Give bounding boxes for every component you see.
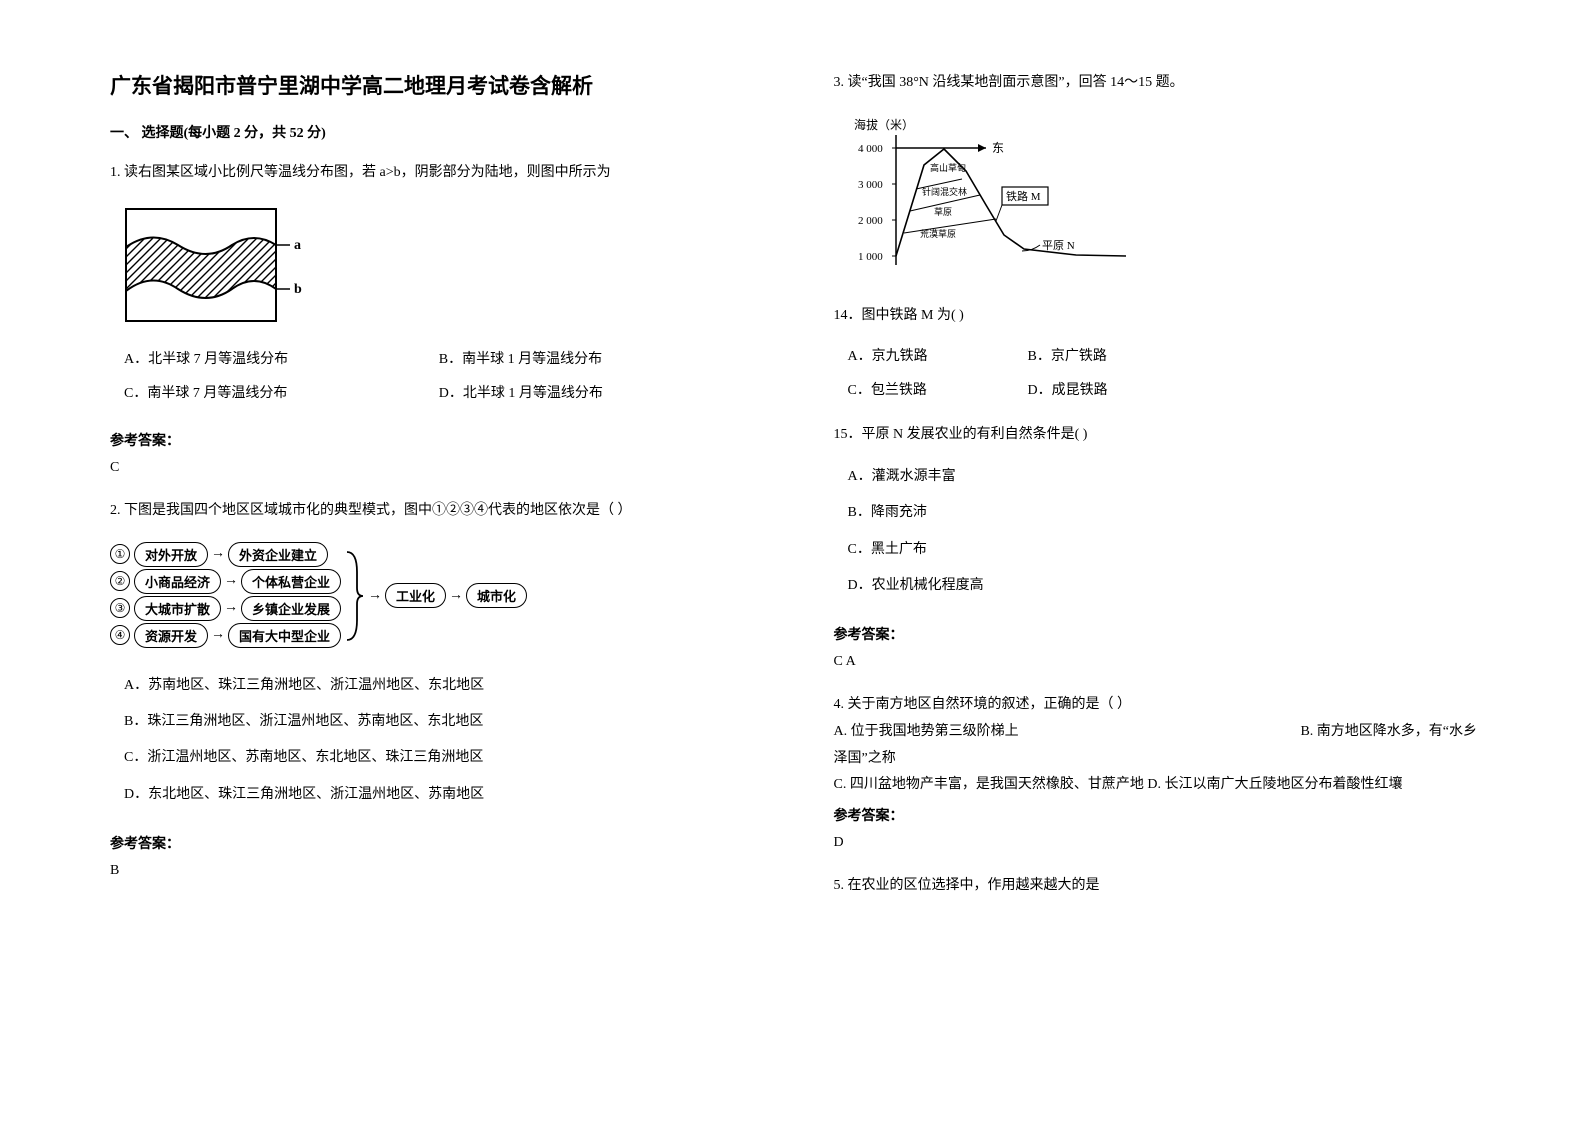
- flow-end: 城市化: [466, 583, 527, 608]
- flow-num-4: ④: [110, 625, 130, 645]
- q4-opt-a: A. 位于我国地势第三级阶梯上: [834, 719, 1019, 746]
- svg-text:平原 N: 平原 N: [1042, 240, 1075, 252]
- svg-text:东: 东: [992, 141, 1004, 155]
- q14-opt-d: D．成昆铁路: [1028, 374, 1208, 408]
- q1-opt-d: D．北半球 1 月等温线分布: [439, 377, 754, 411]
- q15-opt-b: B．降雨充沛: [848, 495, 1478, 531]
- q2-opt-b: B．珠江三角洲地区、浙江温州地区、苏南地区、东北地区: [124, 704, 754, 740]
- flow-1b: 外资企业建立: [228, 542, 328, 567]
- q1-stem: 1. 读右图某区域小比例尺等温线分布图，若 a>b，阴影部分为陆地，则图中所示为: [110, 160, 754, 185]
- svg-text:草原: 草原: [934, 206, 952, 217]
- svg-text:2 000: 2 000: [858, 215, 883, 227]
- arrow-icon: →: [449, 588, 463, 604]
- arrow-icon: →: [368, 588, 382, 604]
- flow-num-3: ③: [110, 598, 130, 618]
- arrow-icon: →: [211, 546, 225, 562]
- q14-opt-b: B．京广铁路: [1028, 340, 1208, 374]
- q14-options: A．京九铁路 B．京广铁路 C．包兰铁路 D．成昆铁路: [848, 340, 1208, 407]
- svg-text:a: a: [294, 238, 301, 253]
- q15-stem: 15．平原 N 发展农业的有利自然条件是( ): [834, 422, 1478, 447]
- q5-stem: 5. 在农业的区位选择中，作用越来越大的是: [834, 873, 1478, 898]
- q15-opt-d: D．农业机械化程度高: [848, 568, 1478, 604]
- q2-opt-c: C．浙江温州地区、苏南地区、东北地区、珠江三角洲地区: [124, 740, 754, 776]
- ylabel: 海拔（米）: [854, 117, 914, 132]
- svg-text:铁路 M: 铁路 M: [1006, 190, 1041, 203]
- svg-text:高山草甸: 高山草甸: [930, 162, 966, 173]
- q2-stem: 2. 下图是我国四个地区区域城市化的典型模式，图中①②③④代表的地区依次是（ ）: [110, 498, 754, 523]
- q15-ans-label: 参考答案：: [834, 624, 1478, 644]
- flow-3a: 大城市扩散: [134, 596, 221, 621]
- q14-opt-a: A．京九铁路: [848, 340, 1028, 374]
- flow-4b: 国有大中型企业: [228, 623, 341, 648]
- q15-options: A．灌溉水源丰富 B．降雨充沛 C．黑土广布 D．农业机械化程度高: [848, 459, 1478, 605]
- arrow-icon: →: [224, 600, 238, 616]
- q1-ans: C: [110, 460, 754, 476]
- flow-num-1: ①: [110, 544, 130, 564]
- q4-opt-d: D. 长江以南广大丘陵地区分布着酸性红壤: [1147, 777, 1402, 792]
- q1-figure: a b: [122, 205, 754, 325]
- flow-3b: 乡镇企业发展: [241, 596, 341, 621]
- arrow-icon: →: [224, 573, 238, 589]
- q4-ans-label: 参考答案：: [834, 805, 1478, 825]
- q2-opt-a: A．苏南地区、珠江三角洲地区、浙江温州地区、东北地区: [124, 668, 754, 704]
- svg-text:b: b: [294, 282, 302, 297]
- q4-ans: D: [834, 835, 1478, 851]
- section-heading: 一、 选择题(每小题 2 分，共 52 分): [110, 122, 754, 142]
- flow-1a: 对外开放: [134, 542, 208, 567]
- bracket-icon: [345, 548, 365, 644]
- svg-text:4 000: 4 000: [858, 143, 883, 155]
- q2-ans: B: [110, 863, 754, 879]
- q1-options: A．北半球 7 月等温线分布 B．南半球 1 月等温线分布 C．南半球 7 月等…: [124, 343, 754, 410]
- svg-text:3 000: 3 000: [858, 179, 883, 191]
- q4-block: 4. 关于南方地区自然环境的叙述，正确的是（ ） A. 位于我国地势第三级阶梯上…: [834, 692, 1478, 798]
- q4-opt-c: C. 四川盆地物产丰富，是我国天然橡胶、甘蔗产地: [834, 777, 1144, 792]
- q1-opt-c: C．南半球 7 月等温线分布: [124, 377, 439, 411]
- q1-ans-label: 参考答案：: [110, 430, 754, 450]
- svg-text:荒漠草原: 荒漠草原: [920, 228, 956, 239]
- q2-figure: ① 对外开放 → 外资企业建立 ② 小商品经济 → 个体私营企业 ③ 大城市扩散…: [110, 542, 754, 650]
- svg-text:1 000: 1 000: [858, 251, 883, 263]
- q15-ans: C A: [834, 654, 1478, 670]
- q2-opt-d: D．东北地区、珠江三角洲地区、浙江温州地区、苏南地区: [124, 777, 754, 813]
- q14-stem: 14．图中铁路 M 为( ): [834, 303, 1478, 328]
- flow-4a: 资源开发: [134, 623, 208, 648]
- page-title: 广东省揭阳市普宁里湖中学高二地理月考试卷含解析: [110, 70, 754, 100]
- q4-stem: 4. 关于南方地区自然环境的叙述，正确的是（ ）: [834, 692, 1478, 719]
- q2-ans-label: 参考答案：: [110, 833, 754, 853]
- q3-stem: 3. 读“我国 38°N 沿线某地剖面示意图”，回答 14～15 题。: [834, 70, 1478, 95]
- q1-opt-a: A．北半球 7 月等温线分布: [124, 343, 439, 377]
- flow-mid: 工业化: [385, 583, 446, 608]
- arrow-icon: →: [211, 627, 225, 643]
- q3-figure: 海拔（米） 东 4 000 3 000 2 000 1 000 高山草甸 针阔混…: [846, 115, 1478, 285]
- q15-opt-c: C．黑土广布: [848, 532, 1478, 568]
- svg-text:针阔混交林: 针阔混交林: [922, 186, 967, 197]
- q1-opt-b: B．南半球 1 月等温线分布: [439, 343, 754, 377]
- q14-opt-c: C．包兰铁路: [848, 374, 1028, 408]
- q4-opt-b-suf: 泽国”之称: [834, 746, 1478, 773]
- q2-options: A．苏南地区、珠江三角洲地区、浙江温州地区、东北地区 B．珠江三角洲地区、浙江温…: [124, 668, 754, 814]
- flow-2b: 个体私营企业: [241, 569, 341, 594]
- q15-opt-a: A．灌溉水源丰富: [848, 459, 1478, 495]
- flow-num-2: ②: [110, 571, 130, 591]
- q4-opt-b-pre: B. 南方地区降水多，有“水乡: [1300, 719, 1477, 746]
- flow-2a: 小商品经济: [134, 569, 221, 594]
